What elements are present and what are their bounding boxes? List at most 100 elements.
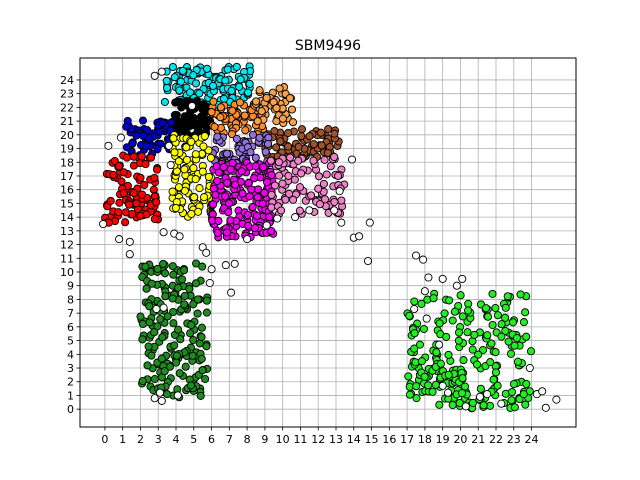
cluster-point-7 [125, 200, 134, 209]
y-tick-label: 11 [60, 252, 74, 265]
cluster-point-12 [450, 307, 459, 316]
cluster-point-11 [179, 266, 189, 275]
y-tick-label: 4 [67, 348, 74, 361]
outlier-point [175, 232, 184, 241]
cluster-point-7 [119, 189, 128, 198]
cluster-point-2 [240, 111, 249, 120]
cluster-point-7 [150, 214, 159, 224]
cluster-point-1 [184, 113, 193, 122]
cluster-point-12 [454, 336, 463, 345]
cluster-point-5 [309, 140, 318, 149]
cluster-point-0 [209, 81, 218, 90]
cluster-point-12 [478, 345, 488, 355]
cluster-point-11 [168, 294, 177, 303]
cluster-point-10 [286, 153, 295, 162]
cluster-point-12 [410, 329, 419, 338]
cluster-point-11 [174, 325, 183, 334]
cluster-point-7 [140, 180, 149, 190]
cluster-point-5 [294, 142, 303, 151]
cluster-point-11 [138, 319, 148, 329]
y-tick-label: 7 [67, 307, 74, 320]
x-tick-label: 20 [453, 433, 467, 446]
cluster-point-11 [168, 262, 177, 271]
cluster-point-8 [170, 148, 179, 157]
cluster-point-0 [195, 89, 204, 98]
cluster-point-10 [289, 195, 298, 204]
cluster-point-12 [506, 349, 516, 358]
y-tick-label: 14 [60, 211, 74, 224]
cluster-point-5 [297, 125, 307, 134]
cluster-point-9 [251, 162, 260, 171]
cluster-point-7 [129, 189, 138, 198]
outlier-point [424, 273, 433, 282]
outlier-point [243, 235, 252, 244]
y-tick-label: 12 [60, 239, 74, 252]
y-tick-label: 10 [60, 266, 74, 279]
outlier-point [187, 101, 197, 111]
cluster-point-10 [284, 171, 293, 180]
cluster-point-12 [516, 290, 525, 299]
cluster-point-11 [157, 354, 166, 363]
cluster-point-9 [253, 193, 262, 202]
y-tick-label: 2 [67, 376, 74, 389]
y-tick-label: 16 [60, 184, 74, 197]
cluster-point-12 [448, 316, 457, 325]
cluster-point-11 [158, 333, 167, 342]
cluster-point-7 [150, 173, 159, 182]
cluster-point-7 [141, 160, 150, 169]
cluster-point-11 [163, 390, 172, 399]
cluster-point-12 [479, 401, 488, 410]
outlier-point [202, 248, 211, 257]
cluster-point-5 [272, 143, 281, 152]
outlier-point [347, 155, 357, 164]
cluster-point-12 [435, 400, 444, 409]
cluster-point-0 [245, 79, 254, 88]
outlier-point [419, 255, 428, 264]
cluster-point-9 [224, 199, 234, 208]
cluster-point-7 [147, 153, 156, 162]
cluster-point-12 [445, 296, 454, 305]
cluster-point-10 [307, 191, 316, 200]
cluster-point-0 [168, 62, 177, 72]
cluster-point-12 [454, 328, 464, 337]
cluster-point-0 [178, 66, 187, 75]
outlier-point [458, 274, 467, 283]
cluster-point-5 [324, 124, 333, 134]
outlier-point [152, 304, 161, 314]
outlier-point [207, 265, 216, 274]
cluster-point-7 [132, 199, 141, 208]
cluster-point-8 [194, 207, 203, 216]
y-tick-label: 20 [60, 129, 74, 142]
cluster-point-9 [224, 208, 233, 217]
cluster-point-10 [320, 155, 329, 164]
cluster-point-0 [219, 94, 229, 103]
cluster-point-8 [180, 186, 189, 195]
cluster-point-11 [193, 295, 202, 304]
cluster-point-11 [144, 342, 153, 351]
cluster-point-7 [137, 152, 146, 161]
cluster-point-10 [330, 197, 339, 207]
cluster-point-7 [121, 218, 130, 227]
cluster-point-11 [172, 358, 181, 367]
cluster-point-10 [275, 171, 284, 180]
cluster-point-3 [275, 84, 284, 93]
cluster-point-10 [334, 171, 343, 180]
cluster-point-12 [458, 374, 467, 383]
cluster-point-12 [488, 289, 497, 298]
cluster-point-12 [468, 398, 477, 407]
cluster-point-9 [226, 165, 235, 174]
cluster-point-1 [196, 112, 206, 121]
cluster-point-12 [487, 339, 496, 348]
x-tick-label: 13 [329, 433, 343, 446]
cluster-point-10 [270, 181, 280, 190]
y-tick-label: 0 [67, 403, 74, 416]
outlier-point [305, 206, 314, 215]
cluster-point-11 [160, 367, 169, 376]
cluster-point-10 [295, 206, 304, 215]
outlier-point [159, 303, 168, 312]
cluster-point-12 [519, 318, 528, 327]
cluster-point-11 [186, 381, 196, 390]
cluster-point-12 [488, 320, 497, 330]
cluster-point-5 [284, 128, 293, 138]
y-tick-label: 23 [60, 88, 74, 101]
